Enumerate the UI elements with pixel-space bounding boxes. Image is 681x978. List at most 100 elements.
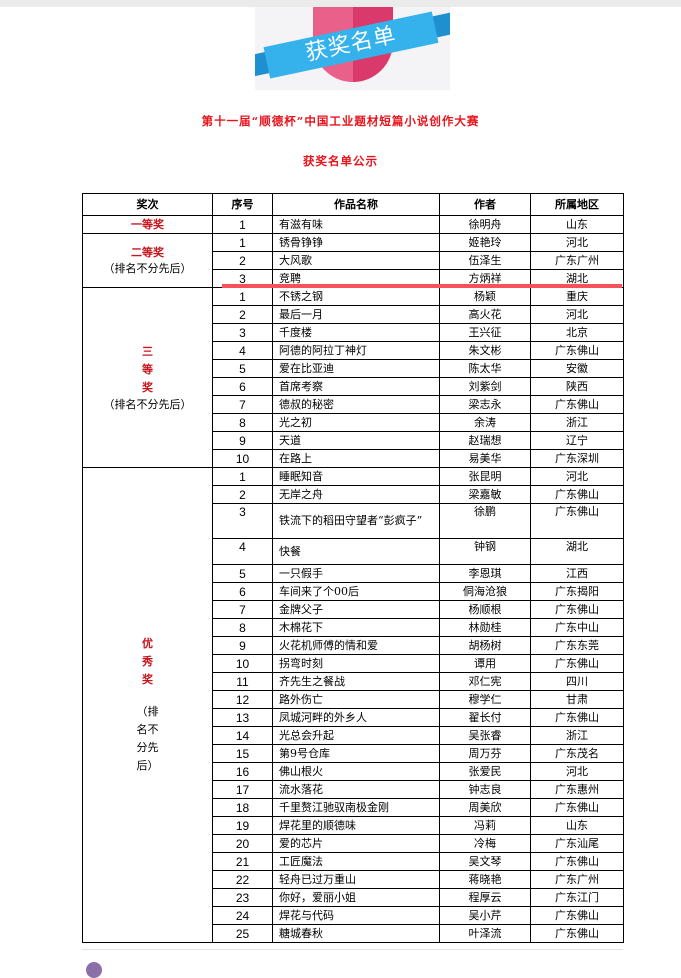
seq-cell: 7 — [212, 600, 273, 619]
work-title: 爱的芯片 — [272, 834, 440, 853]
author: 高火花 — [439, 305, 531, 324]
author: 徐明舟 — [439, 215, 531, 234]
region: 四川 — [530, 672, 624, 691]
author: 李恩琪 — [439, 564, 531, 583]
work-title: 不锈之钢 — [272, 287, 440, 306]
table-row: 一等奖 1 有滋有味 徐明舟 山东 — [82, 215, 624, 234]
seq-cell: 4 — [212, 538, 273, 565]
seq-cell: 8 — [212, 618, 273, 637]
work-title: 第9号仓库 — [272, 744, 440, 763]
seq-cell: 20 — [212, 834, 273, 853]
work-title: 千度楼 — [272, 323, 440, 342]
seq-cell: 4 — [212, 341, 273, 360]
region: 广东惠州 — [530, 780, 624, 799]
prize-note: （排名不分先后） — [103, 397, 192, 411]
author: 冯莉 — [439, 816, 531, 835]
prize-cell: 二等奖 （排名不分先后） — [82, 233, 213, 288]
region: 北京 — [530, 323, 624, 342]
region: 广东佛山 — [530, 654, 624, 673]
table-row: 8 光之初 余涛 浙江 — [83, 413, 624, 432]
region: 广东中山 — [530, 618, 624, 637]
seq-cell: 1 — [212, 287, 273, 306]
work-title: 德叔的秘密 — [272, 395, 440, 414]
table-row: 19 焊花里的顺德味 冯莉 山东 — [83, 816, 624, 835]
region: 江西 — [530, 564, 624, 583]
region: 重庆 — [530, 287, 624, 306]
region: 广东佛山 — [530, 341, 624, 360]
work-title: 路外伤亡 — [272, 690, 440, 709]
author: 程厚云 — [439, 888, 531, 907]
work-title: 光总会升起 — [272, 726, 440, 745]
region: 广东佛山 — [530, 906, 624, 925]
work-title: 凤城河畔的外乡人 — [272, 708, 440, 727]
region: 山东 — [530, 816, 624, 835]
region: 山东 — [530, 215, 624, 234]
work-title: 最后一月 — [272, 305, 440, 324]
region: 河北 — [530, 233, 624, 252]
region: 广东深圳 — [530, 449, 624, 468]
table-row: 25 糖城春秋 叶泽流 广东佛山 — [83, 924, 624, 943]
seq-cell: 15 — [212, 744, 273, 763]
author: 伍泽生 — [439, 251, 531, 270]
prize-name: 一等奖 — [131, 217, 164, 231]
work-title: 爱在比亚迪 — [272, 359, 440, 378]
work-title: 铁流下的稻田守望者“彭疯子” — [272, 503, 440, 539]
author: 徐鹏 — [439, 503, 531, 539]
seq-cell: 14 — [212, 726, 273, 745]
table-row: 17 流水落花 钟志良 广东惠州 — [83, 780, 624, 799]
table-row: 14 光总会升起 吴张睿 浙江 — [83, 726, 624, 745]
work-title: 快餐 — [272, 538, 440, 565]
table-row: 11 齐先生之餐战 邓仁宪 四川 — [83, 672, 624, 691]
table-row: 5 一只假手 李恩琪 江西 — [83, 564, 624, 583]
region: 河北 — [530, 305, 624, 324]
author: 冷梅 — [439, 834, 531, 853]
region: 浙江 — [530, 726, 624, 745]
region: 广东佛山 — [530, 485, 624, 504]
author: 赵瑞想 — [439, 431, 531, 450]
work-title: 一只假手 — [272, 564, 440, 583]
region: 广东广州 — [530, 251, 624, 270]
author: 翟长付 — [439, 708, 531, 727]
work-title: 车间来了个00后 — [272, 582, 440, 601]
seq-cell: 6 — [212, 582, 273, 601]
author: 周万芬 — [439, 744, 531, 763]
region: 河北 — [530, 762, 624, 781]
seq-cell: 12 — [212, 690, 273, 709]
prize-cell: 三等奖 （排名不分先后） — [82, 287, 213, 468]
seq-cell: 22 — [212, 870, 273, 889]
seq-cell: 24 — [212, 906, 273, 925]
table-row: 2 大风歌 伍泽生 广东广州 — [83, 251, 624, 270]
region: 辽宁 — [530, 431, 624, 450]
top-bar — [0, 0, 681, 7]
region: 广东茂名 — [530, 744, 624, 763]
table-row: 15 第9号仓库 周万芬 广东茂名 — [83, 744, 624, 763]
seq-cell: 1 — [212, 215, 273, 234]
work-title: 佛山根火 — [272, 762, 440, 781]
author: 张爱民 — [439, 762, 531, 781]
author: 林勋桂 — [439, 618, 531, 637]
author: 胡杨树 — [439, 636, 531, 655]
table-row: 二等奖 （排名不分先后） 1 锈骨铮铮 姬艳玲 河北 — [82, 233, 624, 288]
seq-cell: 13 — [212, 708, 273, 727]
award-list-banner-image: 获奖名单 — [255, 7, 450, 90]
seq-cell: 5 — [212, 564, 273, 583]
seq-cell: 9 — [212, 636, 273, 655]
author: 梁嘉敏 — [439, 485, 531, 504]
region: 广东佛山 — [530, 395, 624, 414]
seq-cell: 2 — [212, 305, 273, 324]
prize-cell: 优秀奖 （排名不分先后） — [82, 467, 213, 943]
region: 湖北 — [530, 538, 624, 565]
table-row: 9 火花机师傅的情和爱 胡杨树 广东东莞 — [83, 636, 624, 655]
header-region: 所属地区 — [530, 193, 624, 216]
region: 广东佛山 — [530, 600, 624, 619]
header-work: 作品名称 — [272, 193, 440, 216]
table-row: 23 你好，爱丽小姐 程厚云 广东江门 — [83, 888, 624, 907]
region: 广东揭阳 — [530, 582, 624, 601]
author: 陈太华 — [439, 359, 531, 378]
seq-cell: 10 — [212, 654, 273, 673]
work-title: 焊花与代码 — [272, 906, 440, 925]
work-title: 锈骨铮铮 — [272, 233, 440, 252]
table-header-row: 奖次 序号 作品名称 作者 所属地区 — [82, 193, 624, 216]
seq-cell: 17 — [212, 780, 273, 799]
table-row: 13 凤城河畔的外乡人 翟长付 广东佛山 — [83, 708, 624, 727]
